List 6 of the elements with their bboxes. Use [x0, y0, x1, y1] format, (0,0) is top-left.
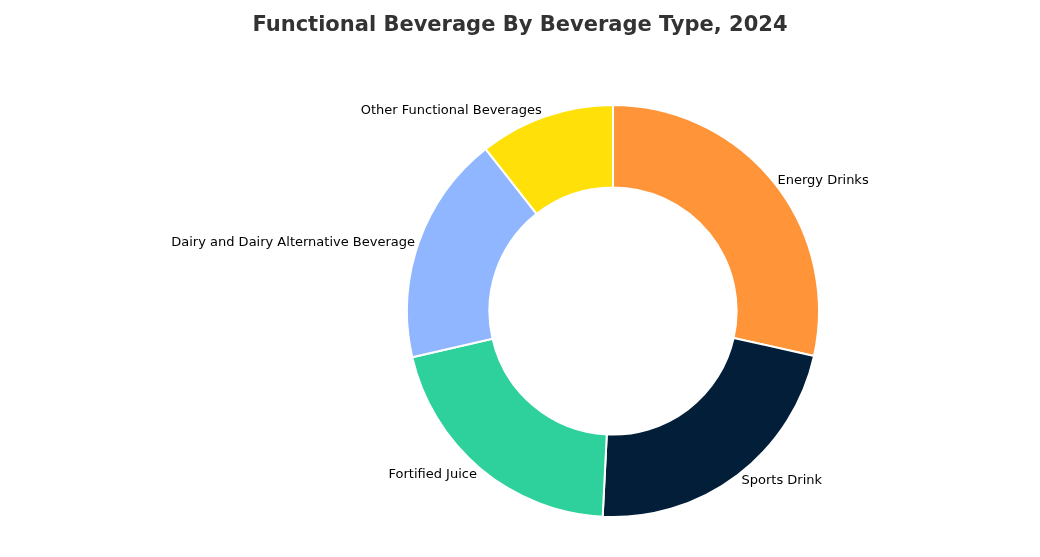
- slice-label: Other Functional Beverages: [360, 102, 542, 118]
- slice-label: Dairy and Dairy Alternative Beverage: [171, 234, 415, 250]
- slice-label: Energy Drinks: [777, 171, 869, 187]
- slice-label: Sports Drink: [741, 472, 823, 488]
- slice-label: Fortified Juice: [388, 465, 477, 481]
- chart-title: Functional Beverage By Beverage Type, 2024: [252, 12, 788, 37]
